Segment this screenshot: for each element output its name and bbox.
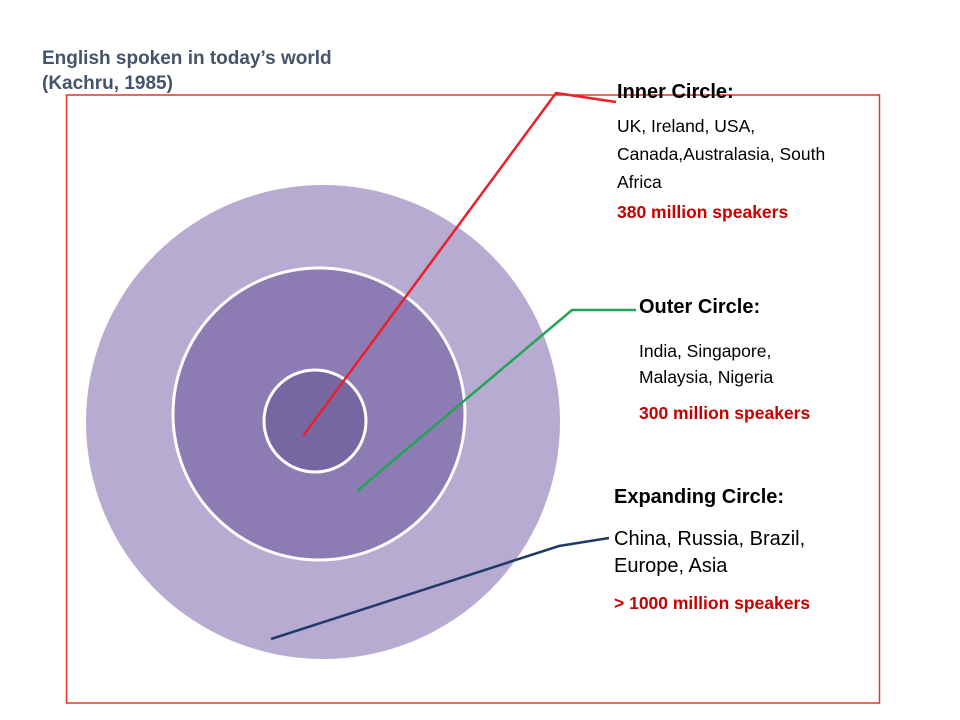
expanding-circle-label: Expanding Circle: China, Russia, Brazil,…	[614, 486, 874, 614]
outer-circle-label: Outer Circle: India, Singapore, Malaysia…	[639, 296, 879, 424]
outer-circle-countries: India, Singapore, Malaysia, Nigeria	[639, 341, 774, 387]
slide-title-line1: English spoken in today’s world	[42, 48, 332, 69]
expanding-circle-speakers: > 1000 million speakers	[614, 593, 811, 613]
outer-circle-speakers: 300 million speakers	[639, 403, 811, 423]
outer-circle-heading: Outer Circle:	[639, 296, 761, 318]
expanding-circle-countries: China, Russia, Brazil, Europe, Asia	[614, 528, 806, 577]
red-frame-border	[65, 94, 881, 704]
expanding-circle-connector-line	[270, 536, 610, 641]
inner-circle-heading: Inner Circle:	[617, 81, 734, 103]
expanding-circle-heading: Expanding Circle:	[614, 486, 785, 508]
outer-circle-connector-line	[356, 308, 636, 492]
inner-circle-label: Inner Circle: UK, Ireland, USA, Canada,A…	[617, 81, 879, 223]
inner-circle-countries: UK, Ireland, USA, Canada,Australasia, So…	[617, 116, 826, 192]
slide-title: English spoken in today’s world (Kachru,…	[42, 46, 332, 96]
inner-circle-connector-line	[301, 91, 617, 437]
inner-circle-speakers: 380 million speakers	[617, 202, 789, 222]
slide-title-line2: (Kachru, 1985)	[42, 73, 173, 94]
